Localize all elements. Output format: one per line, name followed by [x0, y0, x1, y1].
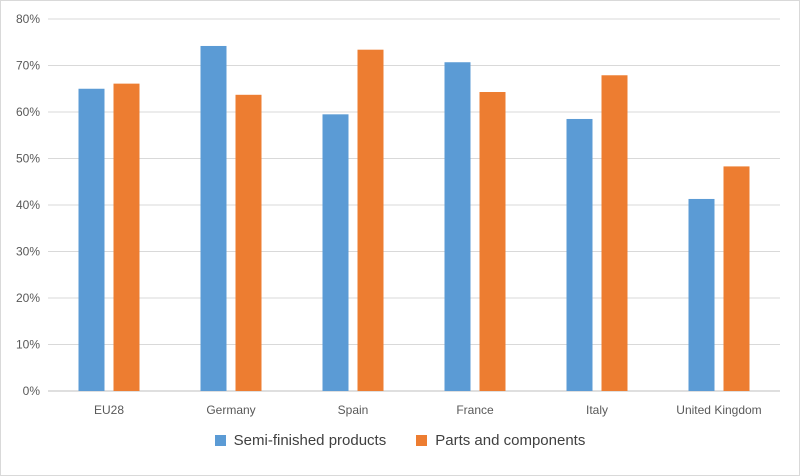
bar-semi-finished-germany: [200, 45, 227, 391]
x-tick-label: Spain: [338, 403, 369, 417]
legend-label-semi-finished: Semi-finished products: [233, 432, 387, 449]
bar-parts-france: [479, 92, 506, 391]
legend-swatch-semi-finished: [214, 435, 226, 446]
bar-parts-germany: [235, 94, 262, 392]
y-tick-label: 80%: [16, 12, 40, 26]
bar-semi-finished-italy: [566, 118, 593, 391]
y-tick-label: 60%: [16, 105, 40, 119]
y-tick-label: 0%: [23, 384, 41, 398]
bar-semi-finished-france: [444, 62, 471, 392]
bar-parts-spain: [357, 49, 384, 391]
y-tick-label: 10%: [16, 338, 40, 352]
x-tick-label: United Kingdom: [676, 403, 761, 417]
legend-item-semi-finished: Semi-finished products: [214, 432, 387, 449]
x-tick-label: France: [456, 403, 494, 417]
bar-semi-finished-eu28: [78, 88, 105, 391]
legend-label-parts: Parts and components: [435, 432, 586, 449]
y-tick-label: 70%: [16, 59, 40, 73]
legend-swatch-parts: [416, 435, 428, 446]
bar-parts-italy: [601, 75, 628, 391]
legend: Semi-finished products Parts and compone…: [0, 432, 800, 449]
x-tick-label: Italy: [586, 403, 608, 417]
y-tick-label: 20%: [16, 291, 40, 305]
legend-item-parts: Parts and components: [416, 432, 585, 449]
y-tick-label: 50%: [16, 152, 40, 166]
bar-parts-eu28: [113, 83, 140, 391]
y-tick-label: 40%: [16, 198, 40, 212]
bar-semi-finished-spain: [322, 114, 349, 391]
bar-parts-united-kingdom: [723, 166, 750, 391]
x-tick-label: Germany: [206, 403, 255, 417]
y-tick-label: 30%: [16, 245, 40, 259]
x-tick-label: EU28: [94, 403, 124, 417]
bar-semi-finished-united-kingdom: [688, 198, 715, 391]
